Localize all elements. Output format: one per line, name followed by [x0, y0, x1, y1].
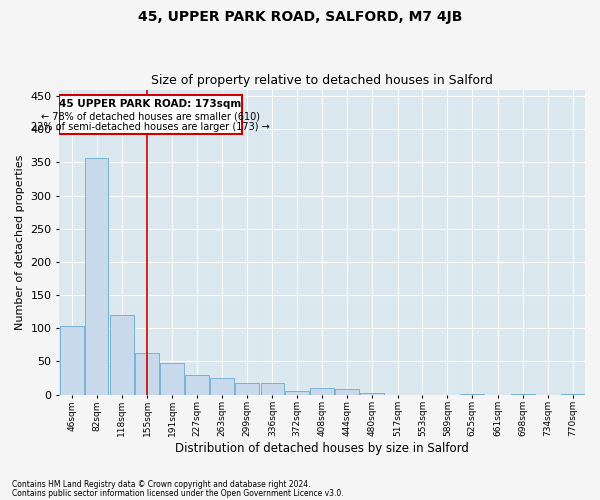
- Text: Contains public sector information licensed under the Open Government Licence v3: Contains public sector information licen…: [12, 489, 344, 498]
- Bar: [85, 158, 109, 394]
- Bar: [286, 391, 309, 394]
- Text: Contains HM Land Registry data © Crown copyright and database right 2024.: Contains HM Land Registry data © Crown c…: [12, 480, 311, 489]
- Bar: [260, 382, 284, 394]
- Text: 45 UPPER PARK ROAD: 173sqm: 45 UPPER PARK ROAD: 173sqm: [59, 99, 242, 109]
- Bar: [136, 354, 159, 395]
- X-axis label: Distribution of detached houses by size in Salford: Distribution of detached houses by size …: [175, 442, 469, 455]
- Bar: [60, 326, 83, 394]
- Bar: [310, 388, 334, 394]
- Text: 45, UPPER PARK ROAD, SALFORD, M7 4JB: 45, UPPER PARK ROAD, SALFORD, M7 4JB: [138, 10, 462, 24]
- Bar: [185, 374, 209, 394]
- Text: 22% of semi-detached houses are larger (173) →: 22% of semi-detached houses are larger (…: [31, 122, 270, 132]
- Bar: [110, 315, 134, 394]
- Bar: [160, 362, 184, 394]
- Bar: [360, 393, 385, 394]
- Bar: [210, 378, 233, 394]
- Y-axis label: Number of detached properties: Number of detached properties: [15, 154, 25, 330]
- Bar: [335, 389, 359, 394]
- Bar: [59, 95, 242, 134]
- Text: ← 78% of detached houses are smaller (610): ← 78% of detached houses are smaller (61…: [41, 111, 260, 121]
- Bar: [235, 382, 259, 394]
- Title: Size of property relative to detached houses in Salford: Size of property relative to detached ho…: [151, 74, 493, 87]
